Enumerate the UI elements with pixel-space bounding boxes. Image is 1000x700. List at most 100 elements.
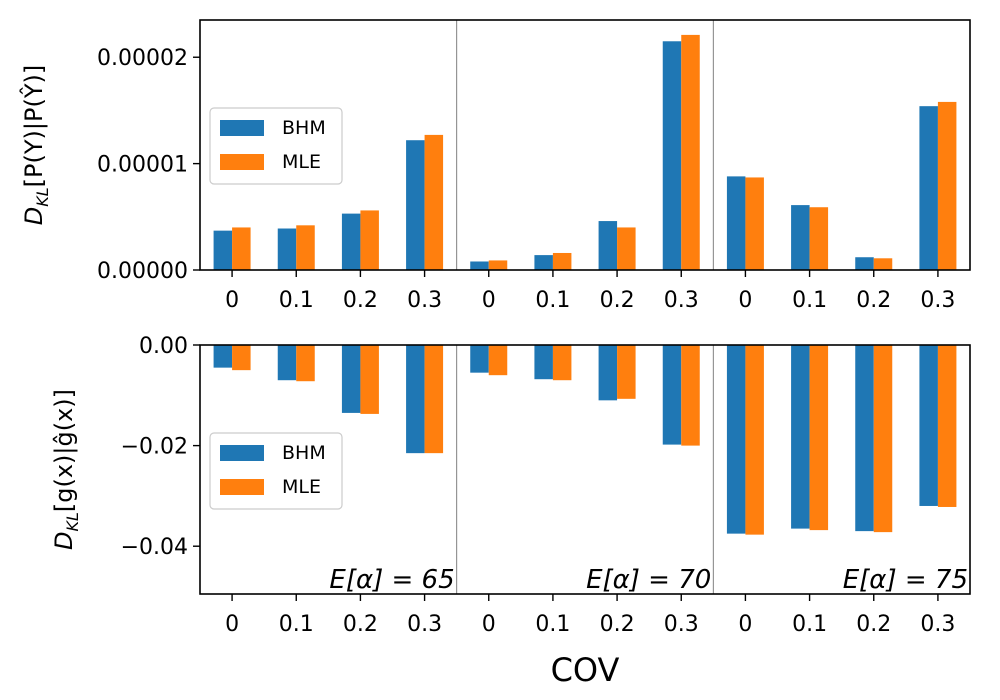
legend-swatch-bhm — [220, 445, 264, 461]
y-tick-label: 0.00 — [139, 334, 188, 359]
x-tick-label: 0.3 — [920, 288, 955, 313]
x-tick-label: 0.2 — [856, 612, 891, 637]
x-tick-label: 0.3 — [407, 612, 442, 637]
y-tick-label: −0.02 — [121, 435, 188, 460]
bar-bhm-0 — [213, 345, 233, 368]
bar-mle-6 — [617, 345, 636, 399]
bar-mle-1 — [296, 345, 315, 382]
bar-bhm-7 — [662, 41, 682, 270]
bar-bhm-11 — [919, 106, 938, 270]
legend-label-bhm: BHM — [282, 117, 326, 139]
x-tick-label: 0.2 — [600, 288, 635, 313]
x-tick-label: 0.3 — [664, 612, 699, 637]
bar-bhm-2 — [341, 345, 361, 413]
bar-mle-2 — [360, 345, 379, 414]
x-tick-label: 0.3 — [920, 612, 955, 637]
y-axis-label-rest: [P(Y)|P(Ŷ)] — [18, 65, 48, 188]
bar-bhm-10 — [855, 345, 874, 532]
x-tick-label: 0.2 — [343, 612, 378, 637]
bottom-panel: 0.00 −0.02 −0.04 0 0.1 0.2 0.3 0 0.1 0.2 0.3 0 0.1 0.… — [50, 334, 971, 637]
x-tick-label: 0 — [482, 288, 496, 313]
bar-mle-5 — [552, 345, 572, 381]
x-axis-label: COV — [551, 651, 620, 689]
x-tick-label: 0 — [225, 612, 239, 637]
y-axis-label-sub: KL — [63, 512, 82, 531]
y-axis-label: DKL[g(x)|ĝ(x)] — [50, 389, 82, 550]
y-tick-label: 0.00001 — [97, 153, 188, 178]
bar-bhm-1 — [277, 345, 297, 381]
bar-mle-9 — [809, 207, 829, 270]
x-tick-label: 0.2 — [856, 288, 891, 313]
y-axis-label-rest: [g(x)|ĝ(x)] — [50, 389, 78, 512]
bar-mle-10 — [873, 345, 893, 533]
bar-bhm-0 — [213, 230, 233, 270]
bar-bhm-11 — [919, 345, 938, 506]
x-tick-label: 0.1 — [279, 612, 314, 637]
x-tick-label: 0.2 — [600, 612, 635, 637]
x-tick-label: 0.1 — [792, 612, 827, 637]
group-annotation: E[α] = 75 — [843, 565, 968, 595]
x-tick-label: 0 — [738, 612, 752, 637]
bar-mle-0 — [232, 345, 251, 371]
bar-mle-7 — [681, 345, 700, 446]
legend-label-mle: MLE — [282, 151, 321, 173]
bar-mle-4 — [488, 345, 508, 376]
bar-bhm-8 — [726, 345, 746, 534]
x-tick-label: 0.2 — [343, 288, 378, 313]
y-tick-label: 0.00002 — [97, 46, 188, 71]
bar-bhm-8 — [726, 176, 746, 270]
bar-bhm-7 — [662, 345, 682, 445]
bar-bhm-4 — [470, 261, 489, 270]
group-annotation: E[α] = 70 — [586, 565, 711, 595]
x-tick-label: 0.1 — [535, 288, 570, 313]
bar-mle-4 — [488, 260, 508, 270]
x-tick-label: 0 — [738, 288, 752, 313]
axes-frame — [199, 344, 971, 595]
bar-mle-8 — [745, 177, 764, 270]
y-axis-label-main: D — [50, 532, 78, 550]
bar-mle-10 — [873, 258, 893, 270]
x-tick-label: 0 — [225, 288, 239, 313]
x-tick-label: 0.3 — [664, 288, 699, 313]
y-tick-label: 0.00000 — [97, 259, 188, 284]
bar-mle-5 — [552, 252, 572, 270]
bar-mle-11 — [937, 345, 957, 507]
bar-mle-6 — [617, 227, 636, 270]
bar-mle-0 — [232, 227, 251, 270]
bar-bhm-6 — [598, 345, 618, 401]
bar-bhm-6 — [598, 221, 618, 270]
bar-mle-8 — [745, 345, 764, 535]
bar-bhm-3 — [406, 345, 425, 454]
group-annotation: E[α] = 65 — [329, 565, 454, 595]
bar-bhm-5 — [534, 345, 553, 380]
x-tick-label: 0.1 — [279, 288, 314, 313]
legend-label-bhm: BHM — [282, 442, 326, 464]
bar-mle-7 — [681, 34, 700, 270]
bar-bhm-5 — [534, 255, 553, 270]
x-tick-label: 0.1 — [535, 612, 570, 637]
bar-mle-11 — [937, 101, 957, 271]
legend-label-mle: MLE — [282, 476, 321, 498]
y-axis-label-main: D — [20, 207, 48, 225]
bar-bhm-9 — [791, 205, 810, 270]
legend-swatch-bhm — [220, 120, 264, 136]
bar-bhm-1 — [277, 228, 297, 270]
bar-mle-3 — [424, 134, 444, 270]
bar-mle-9 — [809, 345, 829, 531]
x-tick-label: 0 — [482, 612, 496, 637]
y-tick-label: −0.04 — [121, 535, 188, 560]
legend-swatch-mle — [220, 154, 264, 170]
y-axis-label: DKL[P(Y)|P(Ŷ)] — [18, 65, 52, 225]
bar-mle-1 — [296, 225, 315, 270]
bar-bhm-10 — [855, 257, 874, 270]
bar-mle-2 — [360, 210, 379, 270]
bar-mle-3 — [424, 345, 444, 454]
y-axis-label-sub: KL — [33, 187, 52, 206]
x-tick-label: 0.3 — [407, 288, 442, 313]
bar-bhm-9 — [791, 345, 810, 529]
bar-bhm-4 — [470, 345, 489, 373]
axes-frame — [199, 19, 971, 271]
top-panel: 0.00000 0.00001 0.00002 0 0.1 0.2 0.3 0 0.1 0.2 0.… — [18, 19, 971, 313]
x-tick-label: 0.1 — [792, 288, 827, 313]
